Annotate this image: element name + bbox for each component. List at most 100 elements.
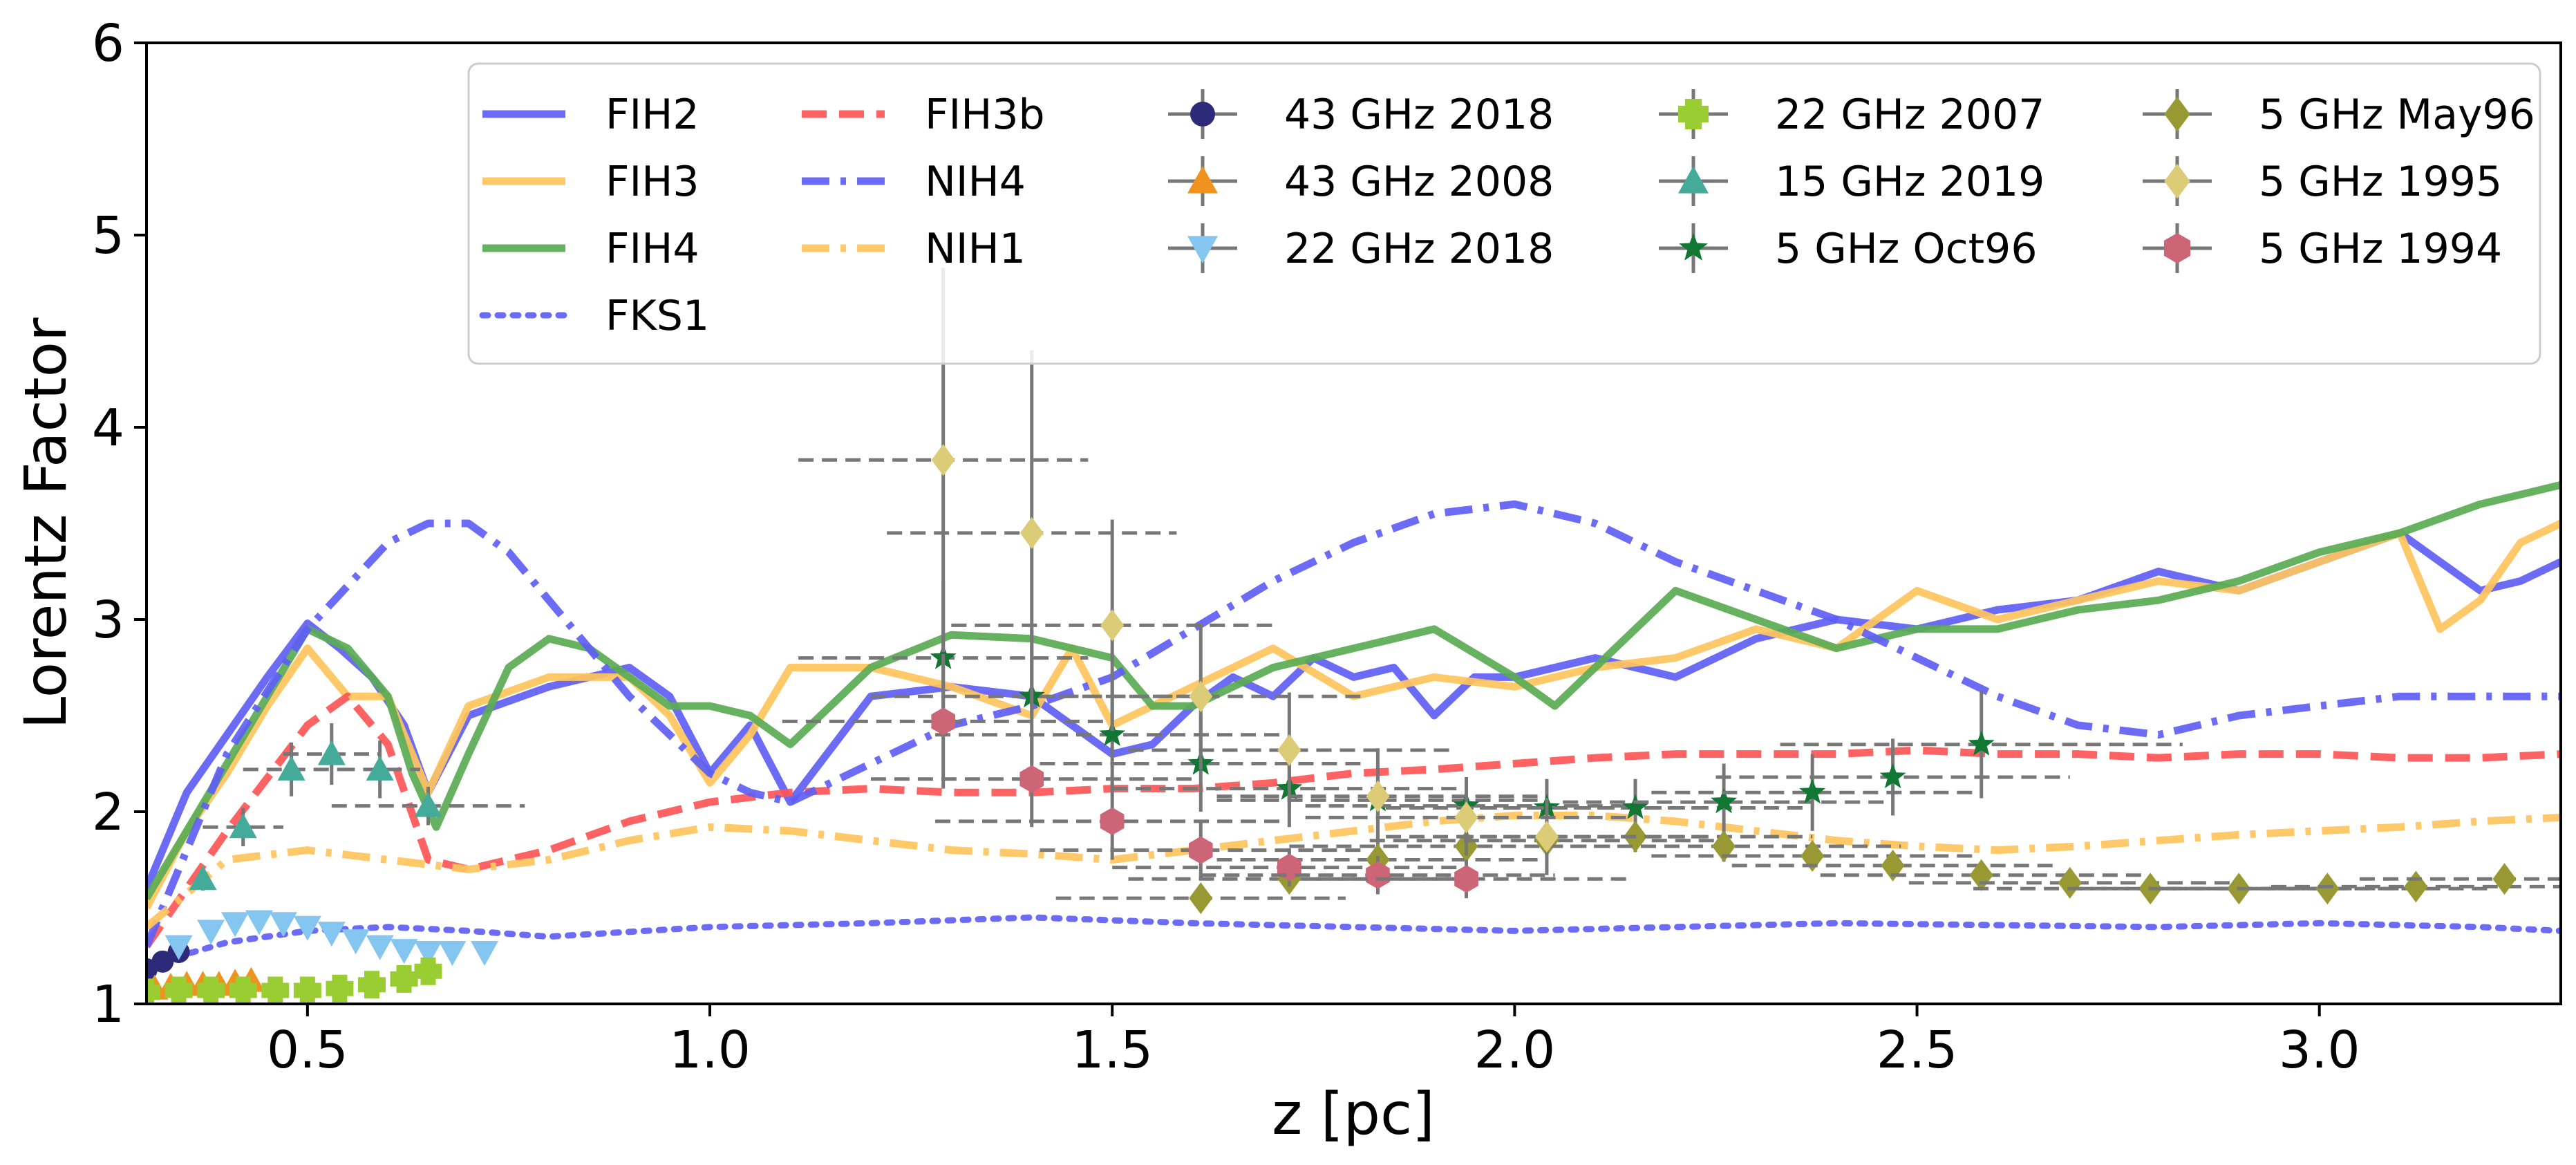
point-22-ghz-2007 — [261, 976, 290, 1004]
point-15-ghz-2019 — [229, 813, 257, 839]
point-5-ghz-1995 — [1366, 780, 1390, 812]
legend-label-15-ghz-2019: 15 GHz 2019 — [1775, 158, 2044, 206]
point-5-ghz-1995 — [1189, 680, 1213, 713]
series-22-ghz-2007 — [147, 957, 442, 1004]
point-5-ghz-may96 — [1189, 882, 1213, 915]
point-22-ghz-2007 — [197, 976, 225, 1004]
series-fih3b — [147, 692, 2561, 949]
point-22-ghz-2007 — [164, 976, 193, 1004]
axis-ticks: 0.5 1.0 1.5 2.0 2.5 3.0 1 2 3 4 5 6 — [92, 14, 2360, 1080]
legend-label-nih1: NIH1 — [925, 225, 1026, 273]
legend-label-43-ghz-2008: 43 GHz 2008 — [1284, 158, 1554, 206]
point-22-ghz-2018 — [414, 940, 442, 966]
legend-entry-fih3b: FIH3b — [802, 91, 1045, 139]
point-5-ghz-1995 — [1277, 734, 1301, 767]
plot-frame — [145, 41, 2562, 1005]
point-15-ghz-2019 — [189, 865, 217, 891]
point-5-ghz-1994 — [1188, 836, 1213, 864]
legend-entry-fih2: FIH2 — [482, 91, 699, 139]
legend-label-fih3b: FIH3b — [925, 91, 1045, 139]
line-nih1 — [147, 812, 2561, 931]
y-tick-label: 3 — [92, 590, 124, 650]
legend-frame — [467, 62, 2541, 365]
point-5-ghz-may96 — [2058, 866, 2082, 899]
legend-label-5-ghz-oct96: 5 GHz Oct96 — [1775, 225, 2038, 273]
point-22-ghz-2007 — [414, 957, 442, 985]
point-5-ghz-may96 — [2315, 873, 2340, 905]
point-22-ghz-2018 — [293, 915, 321, 941]
point-5-ghz-1995 — [1454, 801, 1478, 834]
point-5-ghz-1995 — [1534, 821, 1559, 853]
legend-label-22-ghz-2007: 22 GHz 2007 — [1775, 91, 2044, 139]
line-fks1 — [147, 914, 2561, 969]
legend-marker-15-ghz-2019 — [1678, 166, 1709, 194]
legend-label-fih4: FIH4 — [605, 225, 699, 273]
legend-entry-fih3: FIH3 — [482, 158, 699, 206]
series-fih4 — [147, 481, 2561, 900]
legend-marker-43-ghz-2018 — [1190, 102, 1215, 127]
point-22-ghz-2018 — [197, 920, 225, 945]
legend-entry-43-ghz-2018: 43 GHz 2018 — [1168, 89, 1554, 139]
point-5-ghz-oct96 — [1799, 779, 1826, 804]
legend-label-22-ghz-2018: 22 GHz 2018 — [1284, 225, 1554, 273]
point-22-ghz-2007 — [326, 974, 354, 1003]
legend-marker-5-ghz-may96 — [2164, 96, 2190, 132]
legend-marker-5-ghz-1994 — [2163, 233, 2191, 263]
legend-entry-22-ghz-2007: 22 GHz 2007 — [1659, 89, 2044, 139]
legend-entry-43-ghz-2008: 43 GHz 2008 — [1168, 156, 1554, 206]
legend-label-5-ghz-1995: 5 GHz 1995 — [2259, 158, 2502, 206]
y-axis-label: Lorentz Factor — [12, 317, 79, 729]
point-5-ghz-oct96 — [1621, 794, 1649, 819]
series-nih4 — [147, 500, 2561, 948]
point-5-ghz-1994 — [1454, 865, 1478, 893]
legend-entry-fks1: FKS1 — [479, 292, 709, 340]
legend: FIH2 FIH3 FIH4 FKS1 FIH3b NIH4 NIH1 43 GHz 2018… — [467, 62, 2541, 365]
point-22-ghz-2018 — [341, 929, 370, 955]
legend-entry-nih1: NIH1 — [802, 225, 1026, 273]
y-tick-label: 2 — [92, 783, 124, 842]
point-22-ghz-2018 — [164, 935, 193, 960]
line-fih4 — [147, 481, 2561, 900]
point-5-ghz-oct96 — [1099, 720, 1126, 746]
legend-label-fih3: FIH3 — [605, 158, 699, 206]
legend-label-5-ghz-1994: 5 GHz 1994 — [2259, 225, 2502, 273]
point-22-ghz-2007 — [390, 964, 418, 993]
legend-marker-22-ghz-2007 — [1678, 99, 1709, 129]
point-5-ghz-1994 — [1100, 807, 1125, 835]
point-5-ghz-1995 — [1100, 609, 1125, 642]
legend-label-fih2: FIH2 — [605, 91, 699, 139]
point-22-ghz-2018 — [438, 940, 467, 966]
point-5-ghz-oct96 — [1968, 730, 1995, 756]
legend-label-43-ghz-2018: 43 GHz 2018 — [1284, 91, 1554, 139]
point-5-ghz-1995 — [1019, 516, 1044, 549]
legend-entry-5-ghz-may96: 5 GHz May96 — [2143, 89, 2535, 139]
point-22-ghz-2007 — [358, 971, 386, 999]
series-nih1 — [147, 812, 2561, 931]
y-tick-label: 1 — [92, 975, 124, 1034]
series-5-ghz-1995 — [798, 268, 1708, 875]
point-15-ghz-2019 — [414, 792, 442, 817]
point-5-ghz-1995 — [931, 444, 955, 476]
point-15-ghz-2019 — [366, 755, 394, 781]
point-15-ghz-2019 — [277, 755, 305, 781]
point-22-ghz-2018 — [317, 922, 346, 947]
point-5-ghz-may96 — [2492, 863, 2517, 895]
point-22-ghz-2018 — [221, 912, 250, 938]
x-tick-label: 2.5 — [1877, 1020, 1958, 1080]
x-tick-label: 1.5 — [1071, 1020, 1153, 1080]
point-22-ghz-2007 — [293, 976, 321, 1004]
line-fih3b — [147, 692, 2561, 949]
point-22-ghz-2018 — [390, 939, 418, 964]
legend-entry-nih4: NIH4 — [802, 158, 1026, 206]
point-22-ghz-2018 — [269, 912, 297, 938]
legend-entry-22-ghz-2018: 22 GHz 2018 — [1168, 223, 1554, 273]
y-tick-label: 6 — [92, 14, 124, 73]
point-5-ghz-oct96 — [1879, 763, 1906, 789]
point-43-ghz-2018 — [151, 950, 174, 973]
point-15-ghz-2019 — [317, 740, 346, 765]
point-22-ghz-2007 — [229, 976, 257, 1004]
y-tick-label: 5 — [92, 206, 124, 265]
series-15-ghz-2019 — [189, 723, 525, 891]
legend-entry-5-ghz-oct96: 5 GHz Oct96 — [1659, 223, 2038, 273]
